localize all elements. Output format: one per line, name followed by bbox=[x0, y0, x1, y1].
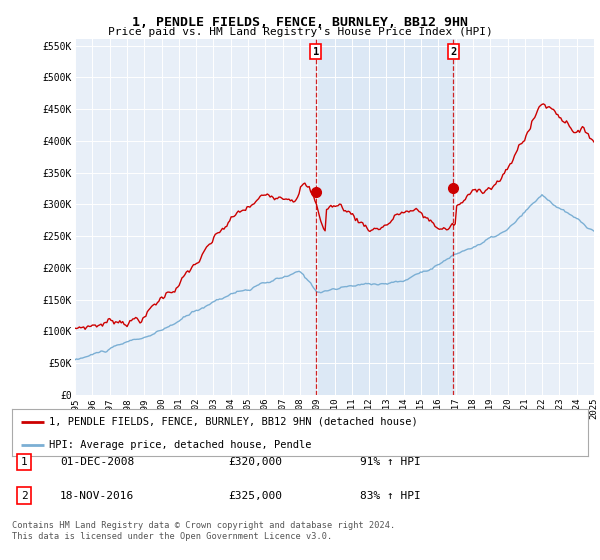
Text: 18-NOV-2016: 18-NOV-2016 bbox=[60, 491, 134, 501]
Text: £325,000: £325,000 bbox=[228, 491, 282, 501]
Text: HPI: Average price, detached house, Pendle: HPI: Average price, detached house, Pend… bbox=[49, 440, 312, 450]
Text: 91% ↑ HPI: 91% ↑ HPI bbox=[360, 457, 421, 467]
Text: 01-DEC-2008: 01-DEC-2008 bbox=[60, 457, 134, 467]
Bar bbox=[316, 39, 454, 395]
Text: 2: 2 bbox=[451, 47, 457, 57]
Text: Contains HM Land Registry data © Crown copyright and database right 2024.: Contains HM Land Registry data © Crown c… bbox=[12, 521, 395, 530]
Text: Price paid vs. HM Land Registry's House Price Index (HPI): Price paid vs. HM Land Registry's House … bbox=[107, 27, 493, 37]
Text: 83% ↑ HPI: 83% ↑ HPI bbox=[360, 491, 421, 501]
Text: 1, PENDLE FIELDS, FENCE, BURNLEY, BB12 9HN: 1, PENDLE FIELDS, FENCE, BURNLEY, BB12 9… bbox=[132, 16, 468, 29]
Text: 1, PENDLE FIELDS, FENCE, BURNLEY, BB12 9HN (detached house): 1, PENDLE FIELDS, FENCE, BURNLEY, BB12 9… bbox=[49, 417, 418, 427]
Text: 2: 2 bbox=[20, 491, 28, 501]
Text: This data is licensed under the Open Government Licence v3.0.: This data is licensed under the Open Gov… bbox=[12, 532, 332, 541]
Text: 1: 1 bbox=[20, 457, 28, 467]
Text: £320,000: £320,000 bbox=[228, 457, 282, 467]
Text: 1: 1 bbox=[313, 47, 319, 57]
